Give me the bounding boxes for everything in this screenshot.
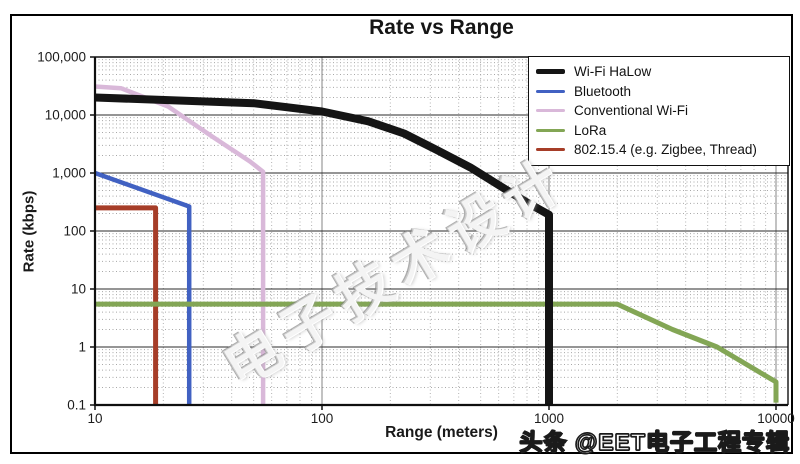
x-tick-label: 100 [311, 411, 334, 426]
legend-label-802-15-4-e-g-zigbee-thread: 802.15.4 (e.g. Zigbee, Thread) [574, 142, 757, 158]
y-axis-label: Rate (kbps) [20, 190, 38, 273]
legend-label-conventional-wi-fi: Conventional Wi-Fi [574, 103, 689, 119]
legend-item-wi-fi-halow: Wi-Fi HaLow [536, 62, 783, 82]
x-tick-label: 10 [87, 411, 102, 426]
legend-item-802-15-4-e-g-zigbee-thread: 802.15.4 (e.g. Zigbee, Thread) [536, 140, 783, 160]
y-tick-label: 0.1 [67, 398, 86, 413]
legend-item-lora: LoRa [536, 121, 783, 141]
y-tick-label: 1,000 [52, 166, 86, 181]
y-tick-label: 10,000 [45, 108, 86, 123]
series-line-802-15-4-e-g-zigbee-thread [95, 205, 159, 405]
legend-swatch-802-15-4-e-g-zigbee-thread [536, 148, 565, 152]
legend-swatch-wi-fi-halow [536, 69, 565, 75]
y-tick-label: 100 [63, 224, 86, 239]
legend: Wi-Fi HaLow Bluetooth Conventional Wi-Fi Lo… [528, 56, 790, 166]
watermark-bottom: 头条 @EET电子工程专辑 [519, 428, 790, 455]
y-tick-label: 10 [71, 282, 86, 297]
series-line-lora [95, 301, 779, 403]
legend-item-conventional-wi-fi: Conventional Wi-Fi [536, 101, 783, 121]
chart-title: Rate vs Range [369, 16, 514, 39]
legend-swatch-bluetooth [536, 89, 565, 93]
legend-swatch-conventional-wi-fi [536, 109, 565, 113]
legend-item-bluetooth: Bluetooth [536, 82, 783, 102]
legend-label-wi-fi-halow: Wi-Fi HaLow [574, 64, 652, 80]
legend-label-lora: LoRa [574, 122, 607, 138]
ticks-group: 10 100 1000 10000 0.1 1 10 100 1,000 10,000 100,00… [37, 50, 795, 427]
y-tick-label: 100,000 [37, 50, 86, 65]
series-line-conventional-wi-fi [94, 84, 266, 405]
x-tick-label: 1000 [534, 411, 564, 426]
x-tick-label: 10000 [757, 411, 795, 426]
y-tick-label: 1 [78, 340, 86, 355]
series-line-wi-fi-halow [94, 93, 553, 405]
series-group [94, 84, 779, 405]
legend-label-bluetooth: Bluetooth [574, 83, 632, 99]
legend-swatch-lora [536, 128, 565, 132]
series-line-bluetooth [94, 170, 192, 405]
x-axis-label: Range (meters) [385, 424, 498, 441]
